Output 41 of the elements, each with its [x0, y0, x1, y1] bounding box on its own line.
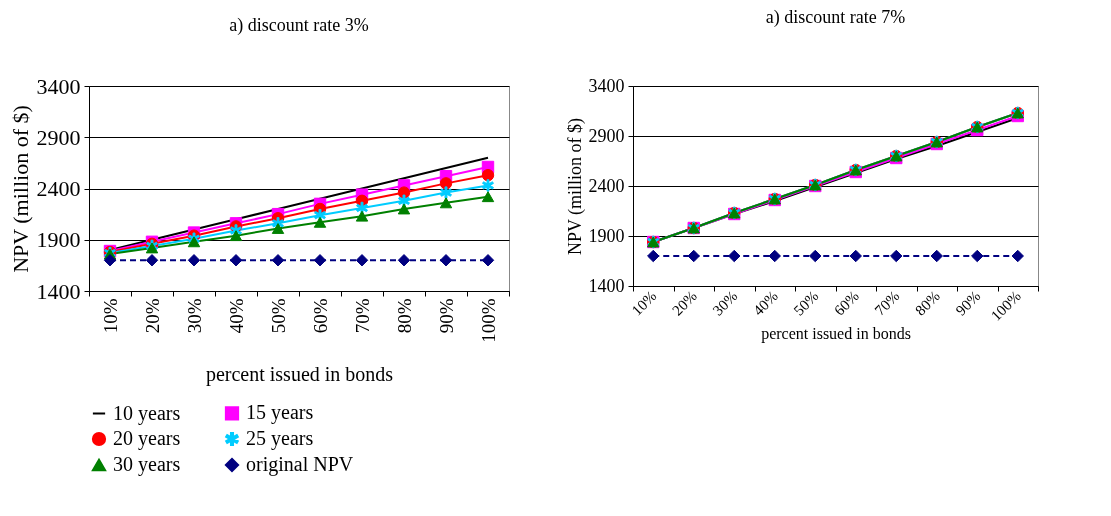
y-tick-label: 3400 — [588, 75, 625, 96]
y-tick-label: 2400 — [36, 176, 81, 201]
legend-label: original NPV — [246, 453, 354, 476]
y-axis-title: NPV (million of $) — [7, 105, 33, 273]
x-tick-label: 90% — [952, 287, 984, 319]
y-tick-label: 3400 — [36, 73, 81, 99]
x-tick-label: 40% — [225, 298, 247, 334]
y-tick-label: 1900 — [588, 225, 625, 246]
x-axis-title: percent issued in bonds — [205, 362, 394, 386]
x-tick-label: 40% — [750, 287, 781, 319]
x-tick-label: 20% — [141, 298, 163, 334]
x-tick-label: 10% — [628, 287, 660, 319]
x-tick-label: 60% — [831, 287, 862, 319]
x-tick-label: 80% — [912, 287, 943, 319]
x-tick-label: 60% — [309, 298, 331, 334]
x-axis-title: percent issued in bonds — [761, 324, 911, 343]
y-tick-label: 2900 — [36, 124, 81, 150]
x-tick-label: 20% — [669, 287, 700, 319]
chart-title: a) discount rate 7% — [765, 7, 906, 28]
legend-label: 15 years — [246, 401, 314, 425]
legend-label: 25 years — [246, 427, 314, 450]
legend-label: 10 years — [113, 401, 181, 425]
legend-label: 20 years — [113, 427, 181, 450]
x-tick-label: 70% — [351, 298, 373, 334]
x-tick-label: 30% — [183, 298, 205, 334]
x-tick-label: 80% — [393, 298, 415, 334]
y-tick-label: 2900 — [588, 125, 625, 146]
y-tick-label: 1400 — [588, 275, 625, 296]
legend-label: 30 years — [113, 453, 181, 476]
y-tick-label: 1400 — [36, 278, 81, 304]
x-tick-label: 90% — [435, 298, 457, 334]
x-tick-label: 50% — [790, 287, 822, 319]
x-tick-label: 10% — [99, 298, 121, 334]
x-tick-label: 30% — [709, 287, 741, 319]
y-tick-label: 2400 — [588, 175, 625, 196]
x-tick-label: 70% — [871, 287, 903, 319]
x-tick-label: 100% — [477, 298, 499, 343]
y-axis-title: NPV (million of $) — [564, 117, 586, 256]
chart-title: a) discount rate 3% — [229, 15, 369, 36]
x-tick-label: 50% — [267, 298, 289, 334]
y-tick-label: 1900 — [36, 227, 81, 253]
